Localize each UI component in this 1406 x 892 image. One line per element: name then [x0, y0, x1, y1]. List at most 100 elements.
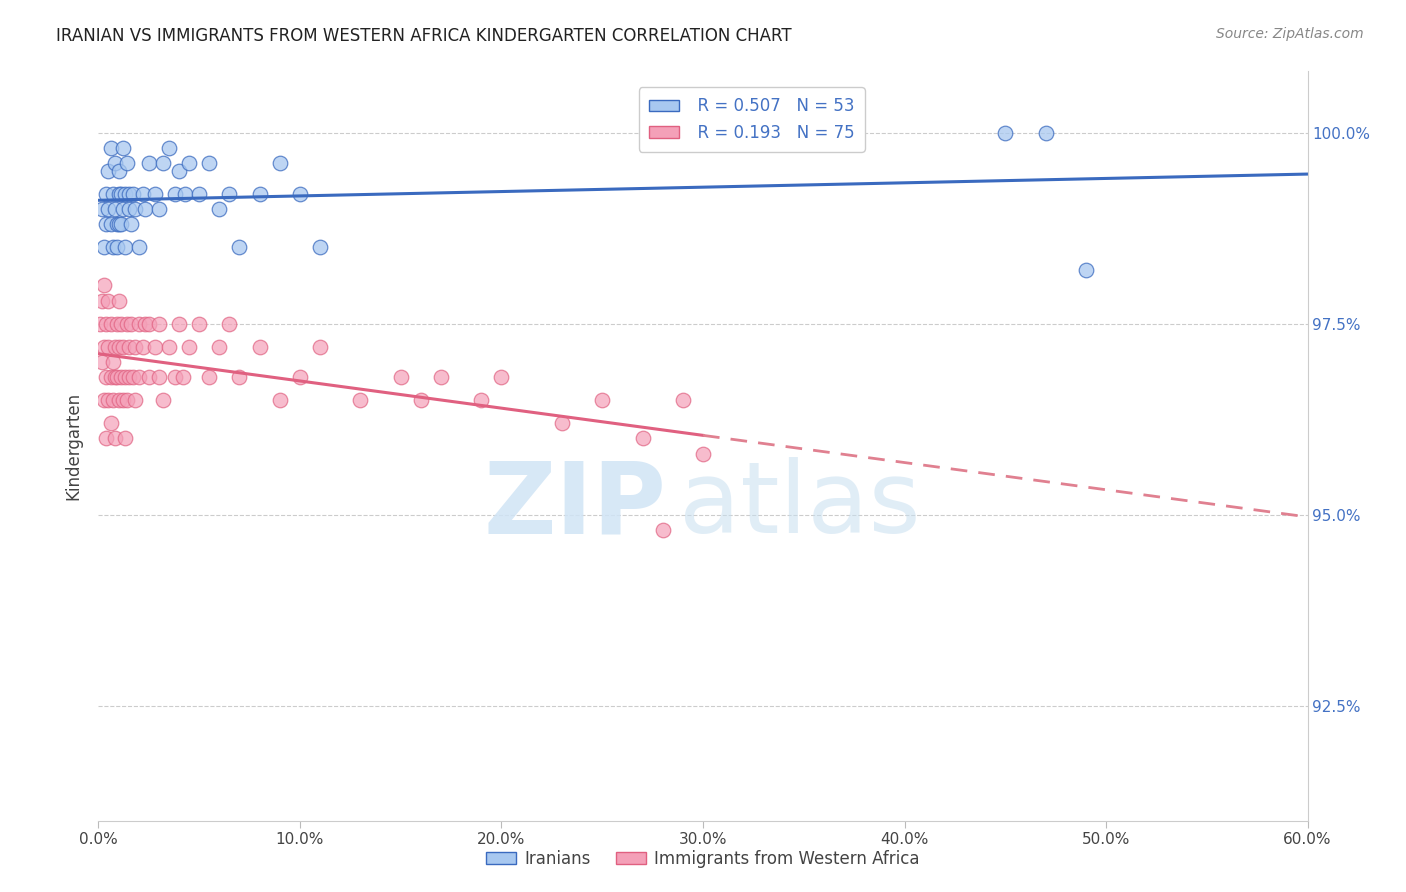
- Point: [1035, 126, 1057, 140]
- Point: [228, 370, 250, 384]
- Text: Source: ZipAtlas.com: Source: ZipAtlas.com: [1216, 27, 1364, 41]
- Point: [114, 186, 136, 201]
- Point: [208, 202, 231, 216]
- Point: [591, 393, 613, 408]
- Point: [118, 186, 141, 201]
- Point: [152, 156, 174, 170]
- Point: [132, 186, 155, 201]
- Point: [672, 393, 695, 408]
- Point: [100, 317, 122, 331]
- Point: [134, 202, 156, 216]
- Point: [101, 355, 124, 369]
- Point: [89, 317, 111, 331]
- Point: [96, 431, 118, 445]
- Point: [349, 393, 371, 408]
- Point: [157, 340, 180, 354]
- Point: [148, 202, 170, 216]
- Point: [114, 240, 136, 254]
- Point: [138, 156, 160, 170]
- Point: [409, 393, 432, 408]
- Point: [179, 340, 201, 354]
- Point: [103, 431, 125, 445]
- Point: [114, 370, 136, 384]
- Text: ZIP: ZIP: [484, 458, 666, 555]
- Point: [97, 293, 120, 308]
- Point: [100, 141, 122, 155]
- Point: [100, 416, 122, 430]
- Point: [128, 317, 150, 331]
- Point: [389, 370, 412, 384]
- Point: [128, 370, 150, 384]
- Point: [198, 370, 221, 384]
- Point: [115, 317, 138, 331]
- Point: [128, 240, 150, 254]
- Point: [111, 141, 134, 155]
- Point: [228, 240, 250, 254]
- Point: [91, 293, 114, 308]
- Point: [218, 186, 240, 201]
- Point: [138, 370, 160, 384]
- Point: [105, 217, 128, 231]
- Point: [430, 370, 453, 384]
- Point: [93, 340, 115, 354]
- Point: [167, 317, 190, 331]
- Point: [143, 186, 166, 201]
- Point: [91, 355, 114, 369]
- Y-axis label: Kindergarten: Kindergarten: [65, 392, 83, 500]
- Point: [551, 416, 574, 430]
- Point: [103, 156, 125, 170]
- Point: [111, 340, 134, 354]
- Point: [110, 370, 132, 384]
- Point: [148, 370, 170, 384]
- Point: [101, 240, 124, 254]
- Point: [163, 186, 186, 201]
- Point: [692, 447, 714, 461]
- Point: [134, 317, 156, 331]
- Point: [124, 202, 146, 216]
- Point: [100, 217, 122, 231]
- Point: [115, 393, 138, 408]
- Point: [107, 186, 129, 201]
- Point: [93, 278, 115, 293]
- Point: [651, 523, 673, 537]
- Point: [96, 370, 118, 384]
- Point: [101, 393, 124, 408]
- Point: [97, 202, 120, 216]
- Point: [167, 163, 190, 178]
- Point: [121, 186, 143, 201]
- Legend:   R = 0.507   N = 53,   R = 0.193   N = 75: R = 0.507 N = 53, R = 0.193 N = 75: [638, 87, 865, 152]
- Point: [114, 431, 136, 445]
- Point: [1074, 263, 1097, 277]
- Point: [103, 370, 125, 384]
- Point: [124, 340, 146, 354]
- Point: [198, 156, 221, 170]
- Point: [107, 163, 129, 178]
- Point: [208, 340, 231, 354]
- Point: [179, 156, 201, 170]
- Point: [110, 186, 132, 201]
- Point: [143, 340, 166, 354]
- Point: [105, 317, 128, 331]
- Point: [118, 202, 141, 216]
- Point: [148, 317, 170, 331]
- Point: [110, 317, 132, 331]
- Point: [631, 431, 654, 445]
- Point: [120, 217, 142, 231]
- Point: [152, 393, 174, 408]
- Point: [269, 393, 291, 408]
- Point: [111, 393, 134, 408]
- Point: [269, 156, 291, 170]
- Point: [218, 317, 240, 331]
- Point: [97, 393, 120, 408]
- Point: [174, 186, 197, 201]
- Point: [110, 217, 132, 231]
- Point: [288, 370, 311, 384]
- Point: [107, 217, 129, 231]
- Point: [172, 370, 194, 384]
- Point: [163, 370, 186, 384]
- Point: [107, 393, 129, 408]
- Point: [96, 186, 118, 201]
- Text: atlas: atlas: [679, 458, 921, 555]
- Point: [249, 186, 271, 201]
- Point: [138, 317, 160, 331]
